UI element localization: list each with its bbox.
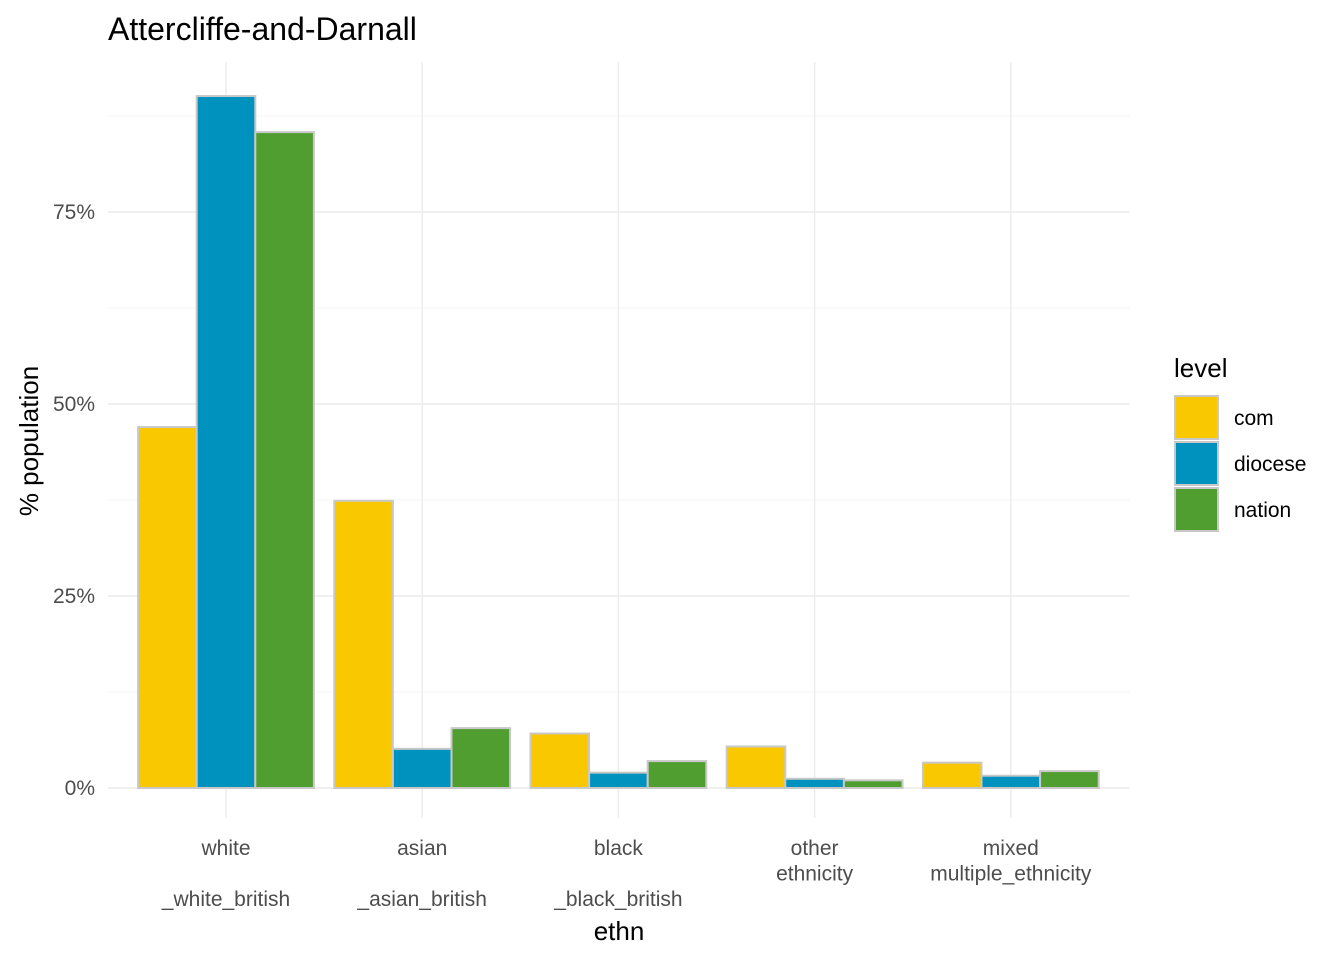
legend-label-com: com: [1234, 407, 1274, 430]
bar-com-4: [921, 761, 983, 790]
x-tick-label: white _white_british: [161, 837, 290, 911]
bar-nation-0: [254, 131, 315, 790]
bar-diocese-4: [980, 774, 1042, 789]
legend: level com diocese nation: [1174, 353, 1306, 532]
bar-nation-4: [1039, 770, 1100, 790]
x-tick-label: other ethnicity: [776, 837, 854, 886]
y-tick-label: 75%: [53, 201, 95, 224]
bar-diocese-2: [588, 771, 649, 790]
x-axis-title: ethn: [594, 916, 645, 946]
y-tick-label: 50%: [53, 393, 95, 416]
x-tick-label: black _black_british: [553, 837, 682, 911]
y-axis-title: % population: [14, 366, 44, 516]
bar-diocese-0: [195, 95, 257, 790]
x-tick-label: mixed multiple_ethnicity: [930, 837, 1092, 886]
bar-nation-1: [450, 727, 512, 790]
y-tick-label: 25%: [53, 585, 95, 608]
legend-key-com: [1174, 395, 1219, 440]
bar-com-2: [529, 732, 591, 789]
legend-title: level: [1174, 353, 1227, 383]
bar-diocese-1: [391, 747, 453, 789]
legend-label-diocese: diocese: [1234, 453, 1306, 476]
bar-diocese-3: [784, 777, 845, 789]
bar-com-3: [725, 745, 787, 790]
legend-key-nation: [1174, 487, 1219, 532]
legend-label-nation: nation: [1234, 499, 1291, 522]
bar-nation-2: [646, 760, 708, 789]
chart-title: Attercliffe-and-Darnall: [108, 11, 417, 47]
bars: [137, 95, 1100, 790]
x-tick-label: asian _asian_british: [356, 837, 487, 911]
bar-nation-3: [842, 779, 904, 790]
y-axis-ticks: 0% 25% 50% 75%: [53, 201, 95, 800]
y-tick-label: 0%: [65, 777, 95, 800]
bar-com-0: [137, 426, 198, 789]
bar-com-1: [333, 499, 394, 789]
x-axis-ticks: white _white_british asian _asian_british…: [161, 837, 1092, 911]
legend-key-diocese: [1174, 441, 1219, 486]
